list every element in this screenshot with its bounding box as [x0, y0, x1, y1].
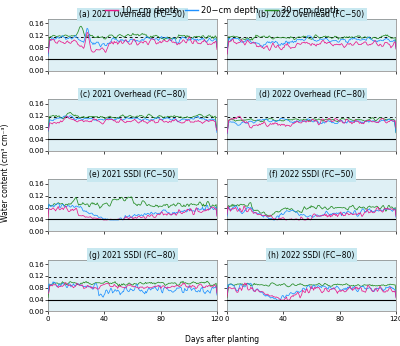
Title: (h) 2022 SSDI (FC−80): (h) 2022 SSDI (FC−80) — [268, 251, 355, 260]
Title: (d) 2022 Overhead (FC−80): (d) 2022 Overhead (FC−80) — [258, 90, 364, 99]
Legend: 10−cm depth, 20−cm depth, 30−cm depth: 10−cm depth, 20−cm depth, 30−cm depth — [102, 2, 342, 18]
Title: (c) 2021 Overhead (FC−80): (c) 2021 Overhead (FC−80) — [80, 90, 185, 99]
Title: (a) 2021 Overhead (FC−50): (a) 2021 Overhead (FC−50) — [80, 10, 186, 19]
Title: (g) 2021 SSDI (FC−80): (g) 2021 SSDI (FC−80) — [89, 251, 176, 260]
Text: Water content (cm³ cm⁻³): Water content (cm³ cm⁻³) — [2, 124, 10, 222]
Title: (e) 2021 SSDI (FC−50): (e) 2021 SSDI (FC−50) — [89, 170, 176, 179]
Title: (f) 2022 SSDI (FC−50): (f) 2022 SSDI (FC−50) — [269, 170, 354, 179]
Text: Days after planting: Days after planting — [185, 335, 259, 344]
Title: (b) 2022 Overhead (FC−50): (b) 2022 Overhead (FC−50) — [258, 10, 364, 19]
